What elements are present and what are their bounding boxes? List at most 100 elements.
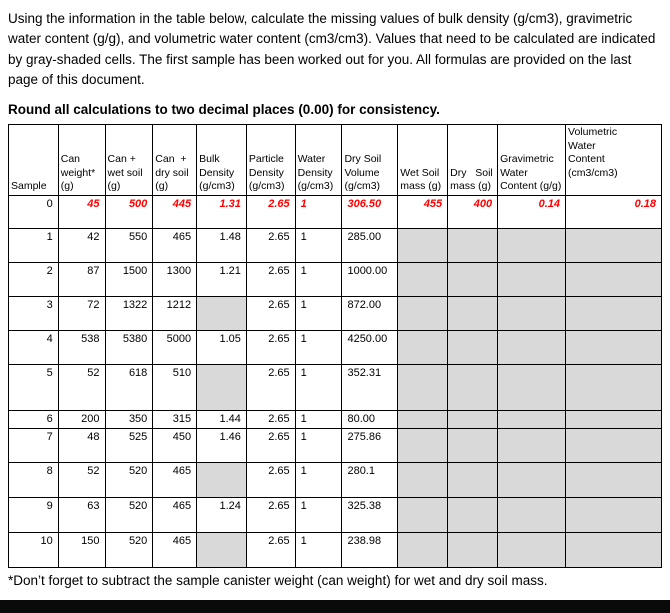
value-cell: 1322 <box>104 296 154 331</box>
table-row-sample-10: 10 150 520 465 2.65 1 238.98 <box>8 532 662 568</box>
fill-in-cell[interactable] <box>447 410 499 429</box>
fill-in-cell[interactable] <box>565 532 662 568</box>
value-cell: 150 <box>57 532 106 568</box>
fill-in-cell[interactable] <box>447 532 499 568</box>
column-header-wet-soil-mass: Wet Soil mass (g) <box>397 124 449 196</box>
value-cell: 1 <box>294 195 343 229</box>
value-cell: 285.00 <box>341 228 399 263</box>
sample-cell: 2 <box>8 262 59 297</box>
fill-in-cell[interactable] <box>497 410 567 429</box>
table-row-sample-7: 7 48 525 450 1.46 2.65 1 275.86 <box>8 428 662 463</box>
column-header-can-wet-soil: Can + wet soil (g) <box>104 124 154 196</box>
table-row-sample-4: 4 538 5380 5000 1.05 2.65 1 4250.00 <box>8 330 662 365</box>
fill-in-cell[interactable] <box>397 296 449 331</box>
fill-in-cell[interactable] <box>565 410 662 429</box>
fill-in-cell[interactable] <box>397 262 449 297</box>
fill-in-cell[interactable] <box>497 497 567 533</box>
sample-cell: 1 <box>8 228 59 263</box>
value-cell: 1 <box>294 228 343 263</box>
value-cell: 315 <box>152 410 198 429</box>
value-cell: 52 <box>57 462 106 498</box>
fill-in-cell[interactable] <box>497 364 567 411</box>
fill-in-cell[interactable] <box>447 462 499 498</box>
value-cell: 2.65 <box>245 428 296 463</box>
table-body: 0 45 500 445 1.31 2.65 1 306.50 455 400 0.14 0.18 1 4… <box>8 195 662 568</box>
value-cell: 2.65 <box>245 497 296 533</box>
sample-cell: 7 <box>8 428 59 463</box>
value-cell: 5000 <box>152 330 198 365</box>
value-cell: 325.38 <box>341 497 399 533</box>
intro-paragraph: Using the information in the table below… <box>8 11 656 87</box>
value-cell: 63 <box>57 497 106 533</box>
fill-in-cell[interactable] <box>447 330 499 365</box>
header-row: Sample Can weight* (g) Can + wet soil (g) C… <box>8 124 662 196</box>
fill-in-cell[interactable] <box>447 428 499 463</box>
value-cell: 1.44 <box>196 410 247 429</box>
fill-in-cell[interactable] <box>497 462 567 498</box>
value-cell: 45 <box>57 195 106 229</box>
fill-in-cell[interactable] <box>565 296 662 331</box>
fill-in-cell[interactable] <box>497 262 567 297</box>
fill-in-cell[interactable] <box>397 497 449 533</box>
sample-cell: 3 <box>8 296 59 331</box>
fill-in-cell[interactable] <box>565 428 662 463</box>
fill-in-cell[interactable] <box>196 532 247 568</box>
fill-in-cell[interactable] <box>196 296 247 331</box>
value-cell: 87 <box>57 262 106 297</box>
fill-in-cell[interactable] <box>397 428 449 463</box>
value-cell: 618 <box>104 364 154 411</box>
fill-in-cell[interactable] <box>397 462 449 498</box>
fill-in-cell[interactable] <box>565 262 662 297</box>
value-cell: 465 <box>152 228 198 263</box>
footnote: *Don’t forget to subtract the sample can… <box>8 573 548 588</box>
fill-in-cell[interactable] <box>196 364 247 411</box>
value-cell: 538 <box>57 330 106 365</box>
value-cell: 1300 <box>152 262 198 297</box>
fill-in-cell[interactable] <box>447 262 499 297</box>
fill-in-cell[interactable] <box>497 330 567 365</box>
value-cell: 48 <box>57 428 106 463</box>
fill-in-cell[interactable] <box>565 497 662 533</box>
column-header-volumetric-water-content: Volumetric Water Content (cm3/cm3) <box>565 124 662 196</box>
value-cell: 2.65 <box>245 296 296 331</box>
value-cell: 550 <box>104 228 154 263</box>
fill-in-cell[interactable] <box>447 296 499 331</box>
value-cell: 520 <box>104 462 154 498</box>
value-cell: 450 <box>152 428 198 463</box>
value-cell: 1 <box>294 532 343 568</box>
value-cell: 1 <box>294 428 343 463</box>
fill-in-cell[interactable] <box>497 532 567 568</box>
table-row-sample-8: 8 52 520 465 2.65 1 280.1 <box>8 462 662 498</box>
fill-in-cell[interactable] <box>565 462 662 498</box>
value-cell: 52 <box>57 364 106 411</box>
value-cell: 465 <box>152 497 198 533</box>
fill-in-cell[interactable] <box>565 228 662 263</box>
fill-in-cell[interactable] <box>196 462 247 498</box>
value-cell: 520 <box>104 497 154 533</box>
fill-in-cell[interactable] <box>447 497 499 533</box>
fill-in-cell[interactable] <box>447 364 499 411</box>
value-cell: 1.31 <box>196 195 247 229</box>
fill-in-cell[interactable] <box>447 228 499 263</box>
fill-in-cell[interactable] <box>497 296 567 331</box>
table-row-sample-2: 2 87 1500 1300 1.21 2.65 1 1000.00 <box>8 262 662 297</box>
column-header-water-density: Water Density (g/cm3) <box>294 124 343 196</box>
fill-in-cell[interactable] <box>497 228 567 263</box>
table-row-sample-5: 5 52 618 510 2.65 1 352.31 <box>8 364 662 411</box>
fill-in-cell[interactable] <box>397 330 449 365</box>
value-cell: 1 <box>294 330 343 365</box>
fill-in-cell[interactable] <box>397 364 449 411</box>
fill-in-cell[interactable] <box>565 330 662 365</box>
value-cell: 445 <box>152 195 198 229</box>
fill-in-cell[interactable] <box>565 364 662 411</box>
fill-in-cell[interactable] <box>497 428 567 463</box>
value-cell: 1.48 <box>196 228 247 263</box>
fill-in-cell[interactable] <box>397 228 449 263</box>
fill-in-cell[interactable] <box>397 410 449 429</box>
value-cell: 400 <box>447 195 499 229</box>
table-row-sample-3: 3 72 1322 1212 2.65 1 872.00 <box>8 296 662 331</box>
fill-in-cell[interactable] <box>397 532 449 568</box>
value-cell: 2.65 <box>245 195 296 229</box>
sample-cell: 6 <box>8 410 59 429</box>
value-cell: 2.65 <box>245 364 296 411</box>
